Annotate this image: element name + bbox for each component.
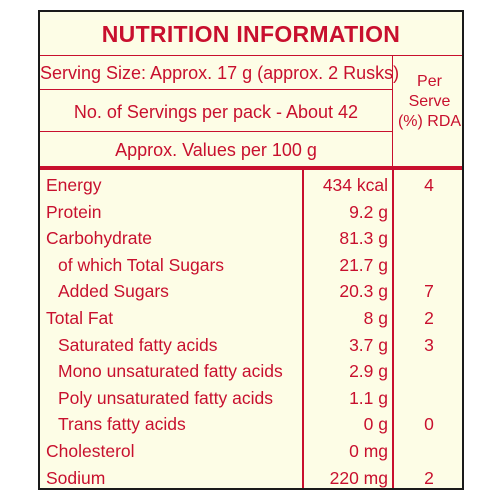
nutrient-table: Energy 434 kcal 4 Protein 9.2 g Carbohydrate 8… [40,172,462,488]
nutrient-row: Energy 434 kcal 4 [40,172,462,199]
nutrient-amount: 21.7 g [339,254,388,275]
serving-size: Serving Size: Approx. 17 g (approx. 2 Ru… [40,56,399,90]
nutrient-amount: 1.1 g [349,387,388,408]
per-serve-header: Per Serve (%) RDA [392,56,462,168]
per-serve-line-1: Per [417,73,442,90]
nutrient-row: Added Sugars 20.3 g 7 [40,278,462,305]
nutrition-label: NUTRITION INFORMATION Serving Size: Appr… [38,10,464,490]
nutrient-amount: 434 kcal [322,175,388,195]
label-title: NUTRITION INFORMATION [40,12,462,56]
nutrient-name: Total Fat [46,307,114,328]
nutrient-name: Added Sugars [58,281,169,302]
nutrient-row: Protein 9.2 g [40,199,462,226]
nutrient-row: Trans fatty acids 0 g 0 [40,411,462,438]
nutrient-amount: 8 g [363,307,388,328]
nutrient-amount: 81.3 g [339,228,388,249]
nutrient-row: of which Total Sugars 21.7 g [40,252,462,279]
column-divider-rda [392,170,394,488]
nutrient-name: Saturated fatty acids [58,334,218,355]
nutrient-name: Poly unsaturated fatty acids [58,387,273,408]
nutrient-row: Poly unsaturated fatty acids 1.1 g [40,385,462,412]
values-basis: Approx. Values per 100 g [115,140,317,160]
nutrient-rda: 0 [424,414,434,435]
section-divider [40,166,462,170]
nutrient-row: Total Fat 8 g 2 [40,305,462,332]
per-serve-line-2: Serve [408,93,451,110]
nutrient-rda: 2 [424,307,434,328]
nutrient-rda: 4 [424,175,434,195]
nutrient-row: Cholesterol 0 mg [40,438,462,465]
nutrient-row: Saturated fatty acids 3.7 g 3 [40,332,462,359]
servings-per-pack: No. of Servings per pack - About 42 [40,92,392,132]
nutrient-amount: 2.9 g [349,361,388,382]
nutrient-name: Carbohydrate [46,228,153,249]
nutrient-name: Sodium [46,467,106,488]
nutrient-rda: 2 [424,467,434,488]
nutrient-row: Sodium 220 mg 2 [40,465,462,488]
nutrient-amount: 3.7 g [349,334,388,355]
nutrient-name: Energy [46,175,102,195]
nutrient-amount: 20.3 g [339,281,388,302]
nutrient-row: Mono unsaturated fatty acids 2.9 g [40,358,462,385]
nutrient-name: of which Total Sugars [58,254,225,275]
nutrient-name: Trans fatty acids [58,414,186,435]
nutrient-amount: 0 mg [349,440,388,461]
nutrient-amount: 9.2 g [349,201,388,222]
column-divider-amount [302,170,304,488]
nutrient-name: Mono unsaturated fatty acids [58,361,283,382]
nutrient-rda: 7 [424,281,434,302]
nutrient-amount: 0 g [363,414,388,435]
nutrient-name: Protein [46,201,102,222]
nutrient-amount: 220 mg [329,467,388,488]
nutrient-rda: 3 [424,334,434,355]
nutrient-row: Carbohydrate 81.3 g [40,225,462,252]
nutrient-name: Cholesterol [46,440,135,461]
per-serve-line-3: (%) RDA [397,113,462,130]
